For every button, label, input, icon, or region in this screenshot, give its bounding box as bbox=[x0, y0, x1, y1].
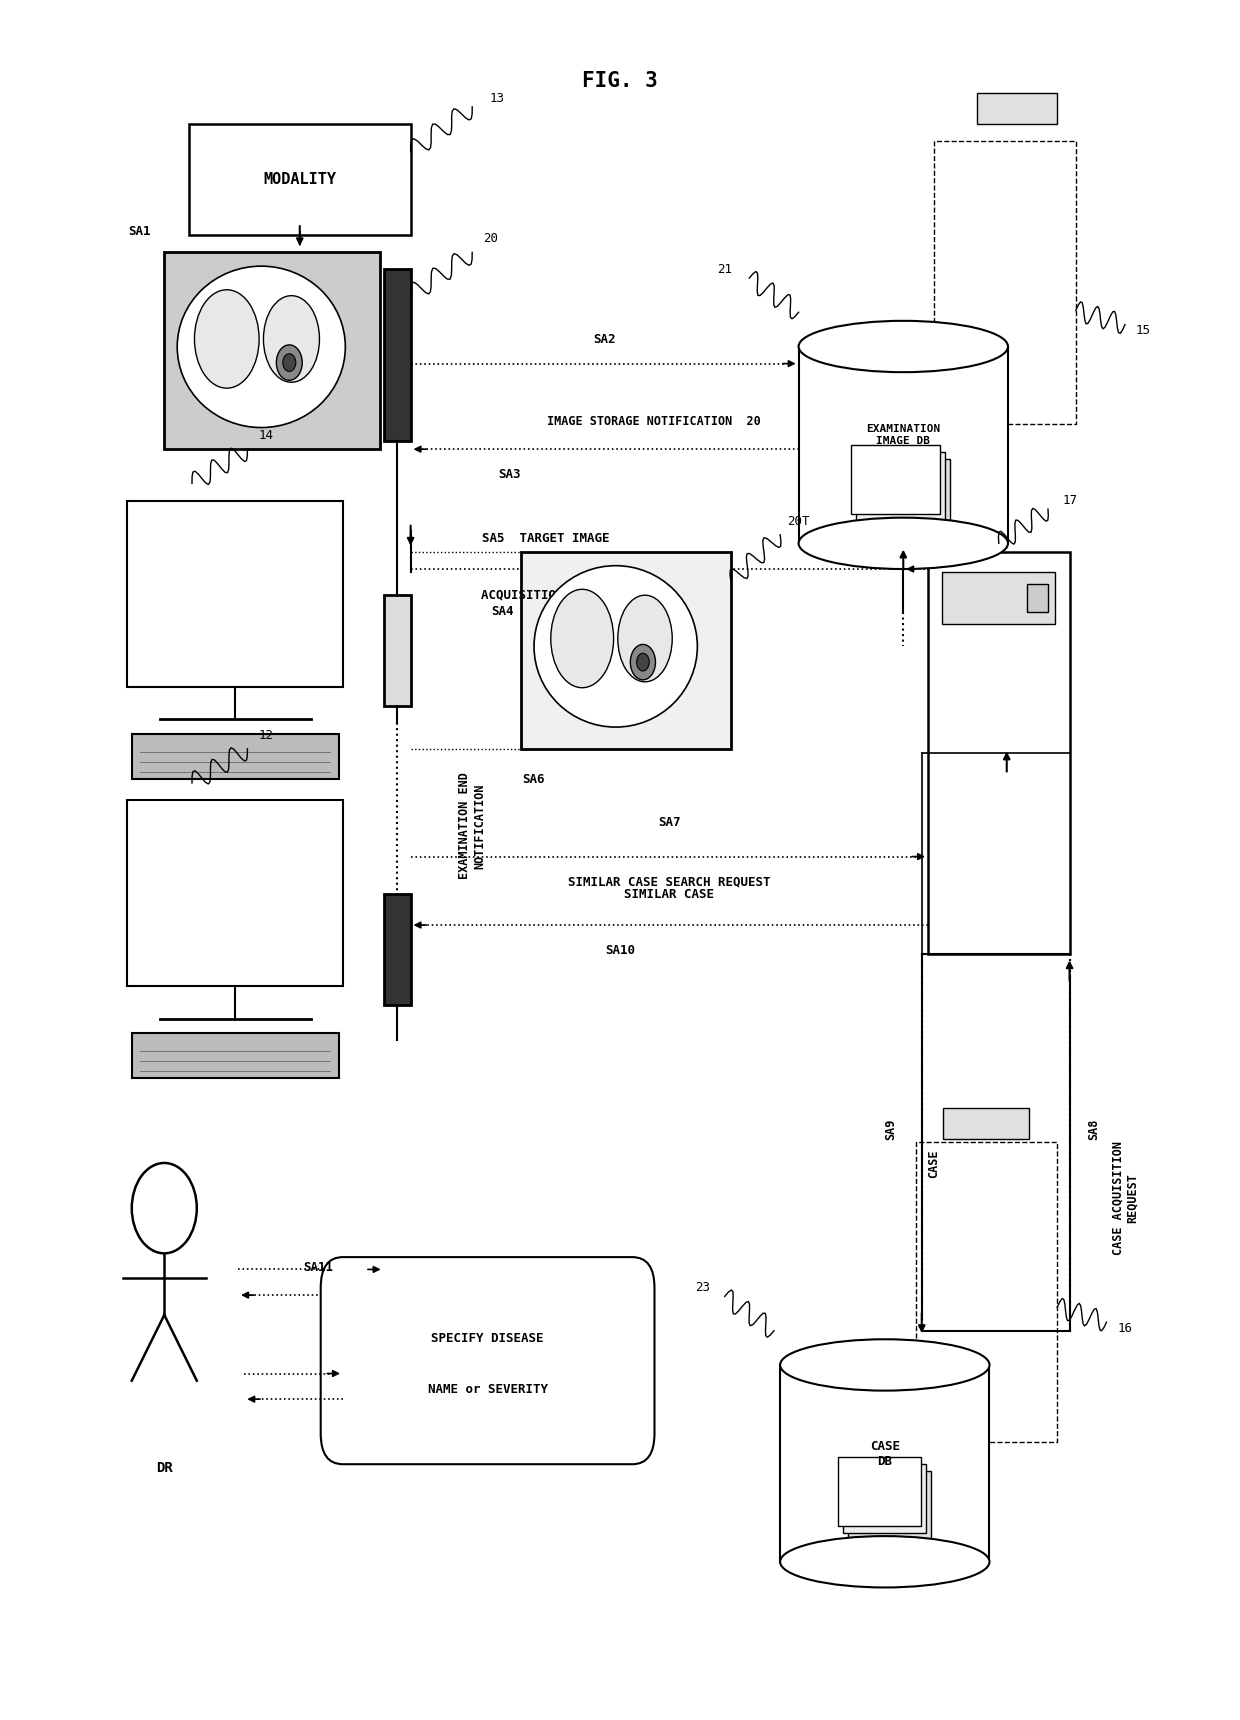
FancyBboxPatch shape bbox=[143, 521, 327, 669]
FancyBboxPatch shape bbox=[799, 346, 1008, 544]
FancyBboxPatch shape bbox=[188, 124, 410, 236]
Ellipse shape bbox=[277, 346, 303, 380]
Ellipse shape bbox=[799, 322, 1008, 372]
FancyBboxPatch shape bbox=[780, 1366, 990, 1562]
Ellipse shape bbox=[534, 566, 697, 728]
Text: SA9: SA9 bbox=[884, 1120, 898, 1140]
Text: SA3: SA3 bbox=[498, 468, 521, 482]
FancyBboxPatch shape bbox=[942, 573, 1055, 624]
FancyBboxPatch shape bbox=[128, 501, 343, 686]
Text: 17: 17 bbox=[1063, 494, 1078, 507]
Text: 20T: 20T bbox=[787, 514, 810, 528]
Text: SA5  TARGET IMAGE: SA5 TARGET IMAGE bbox=[482, 531, 610, 545]
Ellipse shape bbox=[263, 296, 320, 382]
Ellipse shape bbox=[195, 289, 259, 389]
Ellipse shape bbox=[283, 354, 296, 372]
Text: 12: 12 bbox=[258, 729, 273, 741]
FancyBboxPatch shape bbox=[131, 734, 339, 779]
FancyBboxPatch shape bbox=[977, 93, 1058, 124]
FancyBboxPatch shape bbox=[1027, 585, 1048, 612]
Text: SIMILAR CASE SEARCH REQUEST: SIMILAR CASE SEARCH REQUEST bbox=[568, 875, 770, 889]
Ellipse shape bbox=[177, 267, 345, 428]
Text: NAME or SEVERITY: NAME or SEVERITY bbox=[428, 1383, 548, 1397]
FancyBboxPatch shape bbox=[843, 1464, 926, 1533]
Circle shape bbox=[131, 1163, 197, 1254]
Text: 20: 20 bbox=[484, 232, 498, 246]
Text: 21: 21 bbox=[717, 263, 732, 275]
FancyBboxPatch shape bbox=[143, 820, 327, 968]
Text: IMAGE STORAGE NOTIFICATION  20: IMAGE STORAGE NOTIFICATION 20 bbox=[547, 415, 761, 428]
FancyBboxPatch shape bbox=[915, 1142, 1058, 1441]
FancyBboxPatch shape bbox=[522, 552, 730, 748]
Text: ACQUISITION REQUEST: ACQUISITION REQUEST bbox=[481, 588, 624, 602]
FancyBboxPatch shape bbox=[851, 445, 940, 514]
FancyBboxPatch shape bbox=[856, 452, 945, 521]
FancyBboxPatch shape bbox=[164, 253, 379, 449]
Text: SA4: SA4 bbox=[492, 605, 515, 617]
Text: CASE: CASE bbox=[928, 1149, 941, 1178]
FancyBboxPatch shape bbox=[383, 595, 410, 705]
FancyBboxPatch shape bbox=[131, 1034, 339, 1078]
FancyBboxPatch shape bbox=[383, 270, 410, 440]
FancyBboxPatch shape bbox=[861, 459, 950, 528]
Text: 14: 14 bbox=[258, 428, 273, 442]
FancyBboxPatch shape bbox=[838, 1457, 921, 1526]
Text: EXAMINATION END
NOTIFICATION: EXAMINATION END NOTIFICATION bbox=[459, 772, 486, 879]
Text: FIG. 3: FIG. 3 bbox=[582, 71, 658, 91]
Text: SA7: SA7 bbox=[658, 815, 681, 829]
Text: CASE ACQUISITION
REQUEST: CASE ACQUISITION REQUEST bbox=[1111, 1140, 1140, 1256]
Text: 23: 23 bbox=[696, 1281, 711, 1295]
FancyBboxPatch shape bbox=[321, 1257, 655, 1464]
Ellipse shape bbox=[780, 1340, 990, 1390]
Text: MODALITY: MODALITY bbox=[263, 172, 336, 187]
FancyBboxPatch shape bbox=[934, 141, 1076, 423]
FancyBboxPatch shape bbox=[128, 800, 343, 986]
Text: CASE
DB: CASE DB bbox=[869, 1440, 900, 1467]
Ellipse shape bbox=[799, 518, 1008, 569]
Text: SPECIFY DISEASE: SPECIFY DISEASE bbox=[432, 1333, 544, 1345]
Text: 13: 13 bbox=[490, 91, 505, 105]
Text: SA2: SA2 bbox=[594, 334, 616, 346]
Text: SA1: SA1 bbox=[129, 225, 151, 239]
Ellipse shape bbox=[780, 1536, 990, 1588]
Text: EXAMINATION
IMAGE DB: EXAMINATION IMAGE DB bbox=[867, 425, 940, 445]
Ellipse shape bbox=[630, 645, 656, 679]
Text: SA10: SA10 bbox=[605, 944, 635, 958]
Text: 16: 16 bbox=[1117, 1321, 1132, 1335]
Text: SA11: SA11 bbox=[304, 1261, 334, 1275]
Text: SA6: SA6 bbox=[522, 772, 546, 786]
Text: 15: 15 bbox=[1136, 323, 1151, 337]
Ellipse shape bbox=[551, 590, 614, 688]
Text: DR: DR bbox=[156, 1460, 172, 1474]
Text: SA8: SA8 bbox=[1087, 1120, 1101, 1140]
FancyBboxPatch shape bbox=[383, 894, 410, 1006]
FancyBboxPatch shape bbox=[942, 1108, 1029, 1139]
Ellipse shape bbox=[636, 654, 650, 671]
FancyBboxPatch shape bbox=[928, 552, 1070, 955]
FancyBboxPatch shape bbox=[848, 1471, 931, 1539]
Ellipse shape bbox=[618, 595, 672, 681]
Text: SIMILAR CASE: SIMILAR CASE bbox=[624, 888, 714, 901]
